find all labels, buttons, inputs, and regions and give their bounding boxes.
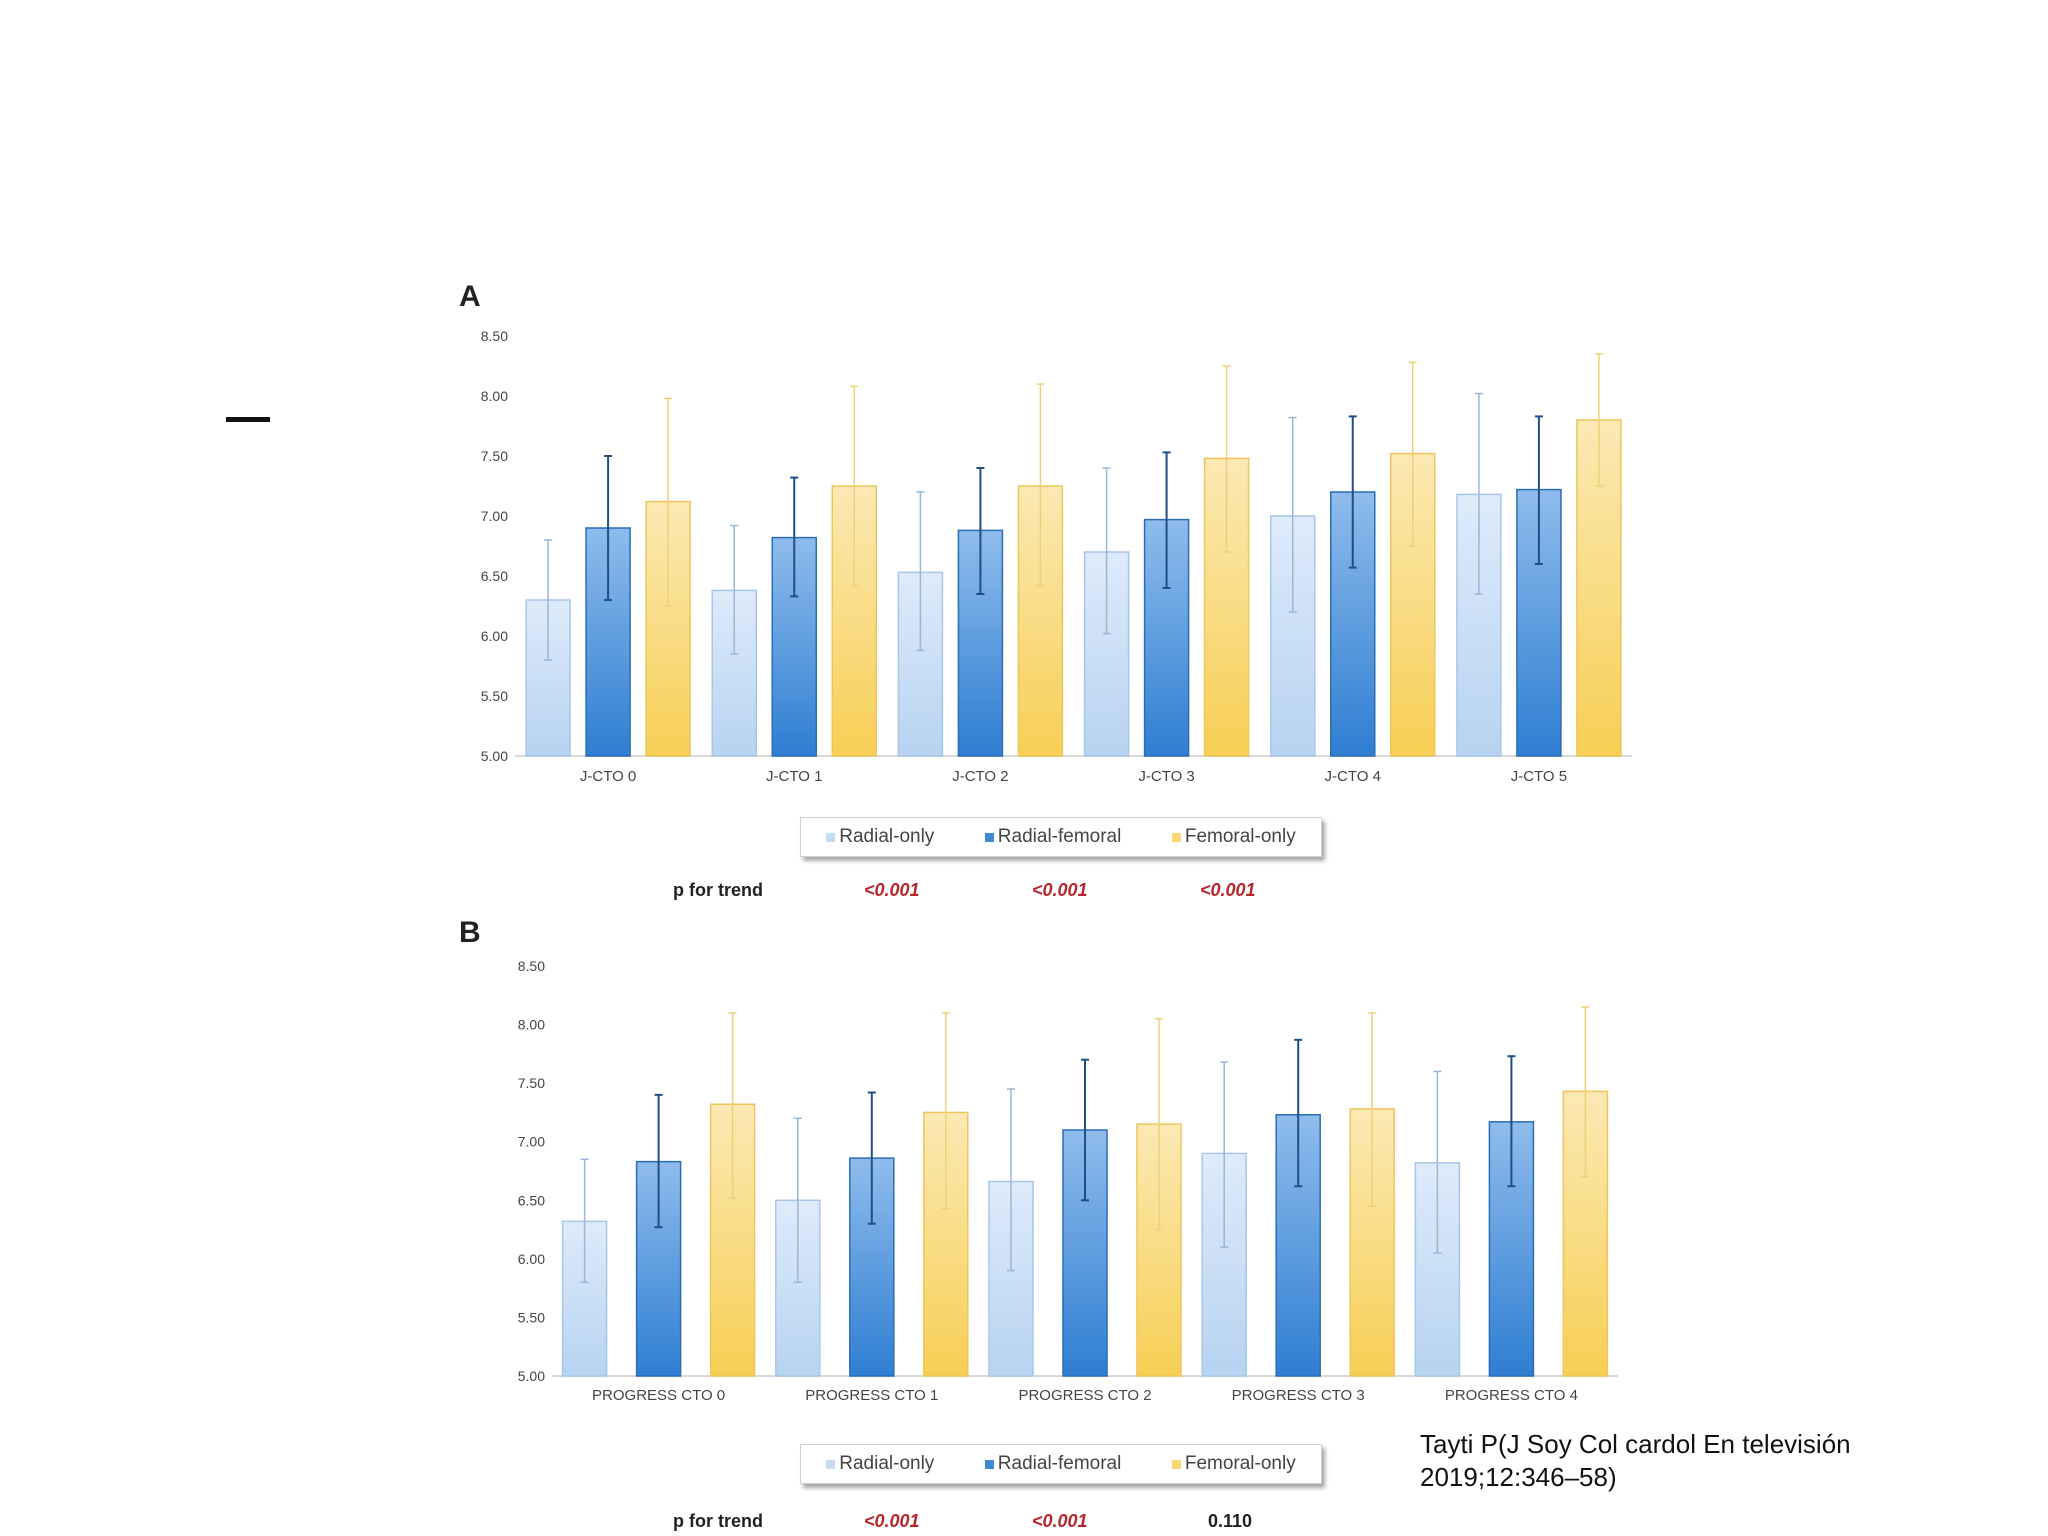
- x-category-label: PROGRESS CTO 1: [805, 1387, 938, 1404]
- legend-label: Femoral-only: [1184, 826, 1296, 847]
- x-category-label: PROGRESS CTO 0: [592, 1387, 725, 1404]
- p-trend-value: <0.001: [1032, 880, 1088, 900]
- y-tick-label: 5.00: [481, 748, 508, 764]
- legend-item-radial-femoral: Radial-femoral: [984, 826, 1122, 848]
- y-tick-label: 6.00: [518, 1251, 545, 1267]
- legend-swatch-radial-only: [826, 832, 836, 842]
- y-tick-label: 5.50: [518, 1309, 545, 1325]
- y-tick-label: 7.00: [518, 1134, 545, 1150]
- x-category-label: PROGRESS CTO 3: [1232, 1387, 1365, 1404]
- bar-radial-only: [988, 1180, 1034, 1377]
- y-tick-label: 7.50: [481, 448, 508, 464]
- x-category-label: J-CTO 3: [1138, 768, 1194, 785]
- citation-line-1: Tayti P(J Soy Col cardol En televisión: [1420, 1429, 1851, 1459]
- legend-swatch-radial-femoral: [984, 832, 994, 842]
- legend-label: Radial-femoral: [997, 1453, 1122, 1474]
- y-tick-label: 6.50: [481, 568, 508, 584]
- chart-panel-a: 5.00 5.50 6.00 6.50 7.00 7.50 8.00 8.50 J-CTO 0 J…: [481, 328, 1632, 785]
- x-category-label: PROGRESS CTO 2: [1018, 1387, 1151, 1404]
- legend-swatch-femoral-only: [1171, 1459, 1181, 1469]
- x-category-label: J-CTO 2: [952, 768, 1008, 785]
- legend-item-radial-only: Radial-only: [826, 1453, 934, 1475]
- y-tick-label: 6.50: [518, 1192, 545, 1208]
- p-trend-value: <0.001: [1200, 880, 1256, 900]
- legend-label: Radial-only: [839, 1453, 935, 1474]
- legend-swatch-radial-femoral: [984, 1459, 994, 1469]
- x-category-label: J-CTO 5: [1511, 768, 1567, 785]
- y-tick-label: 8.50: [518, 958, 545, 974]
- y-tick-label: 7.50: [518, 1075, 545, 1091]
- panel-b-label: B: [459, 916, 481, 949]
- legend-label: Radial-only: [839, 826, 935, 847]
- legend-swatch-femoral-only: [1171, 832, 1181, 842]
- p-trend-label: p for trend: [673, 880, 763, 900]
- x-category-label: J-CTO 1: [766, 768, 822, 785]
- y-tick-label: 8.00: [481, 388, 508, 404]
- legend-swatch-radial-only: [826, 1459, 836, 1469]
- y-tick-label: 8.50: [481, 328, 508, 344]
- y-tick-label: 8.00: [518, 1017, 545, 1033]
- p-trend-value: <0.001: [1032, 1511, 1088, 1531]
- panel-a-label: A: [459, 280, 481, 313]
- legend-panel-a: Radial-only Radial-femoral Femoral-only: [800, 817, 1322, 857]
- p-trend-value: <0.001: [864, 880, 920, 900]
- legend-item-radial-femoral: Radial-femoral: [984, 1453, 1122, 1475]
- slide-dash-mark: [226, 417, 270, 422]
- legend-panel-b: Radial-only Radial-femoral Femoral-only: [800, 1444, 1322, 1484]
- legend-label: Radial-femoral: [997, 826, 1122, 847]
- bar-radial-only: [561, 1220, 608, 1377]
- legend-item-femoral-only: Femoral-only: [1171, 1453, 1296, 1475]
- x-category-label: PROGRESS CTO 4: [1445, 1387, 1578, 1404]
- y-tick-label: 6.00: [481, 628, 508, 644]
- citation-line-2: 2019;12:346–58): [1420, 1462, 1617, 1492]
- x-category-label: J-CTO 0: [580, 768, 636, 785]
- legend-item-femoral-only: Femoral-only: [1171, 826, 1296, 848]
- legend-item-radial-only: Radial-only: [826, 826, 934, 848]
- chart-panel-b: 5.00 5.50 6.00 6.50 7.00 7.50 8.00 8.50 PROGRESS…: [518, 958, 1618, 1404]
- y-tick-label: 5.00: [518, 1368, 545, 1384]
- p-trend-value: 0.110: [1208, 1511, 1253, 1531]
- y-tick-label: 7.00: [481, 508, 508, 524]
- x-category-label: J-CTO 4: [1325, 768, 1381, 785]
- p-trend-label: p for trend: [673, 1511, 763, 1531]
- legend-label: Femoral-only: [1184, 1453, 1296, 1474]
- citation: Tayti P(J Soy Col cardol En televisión 2…: [1420, 1428, 1940, 1494]
- y-tick-label: 5.50: [481, 688, 508, 704]
- p-trend-value: <0.001: [864, 1511, 920, 1531]
